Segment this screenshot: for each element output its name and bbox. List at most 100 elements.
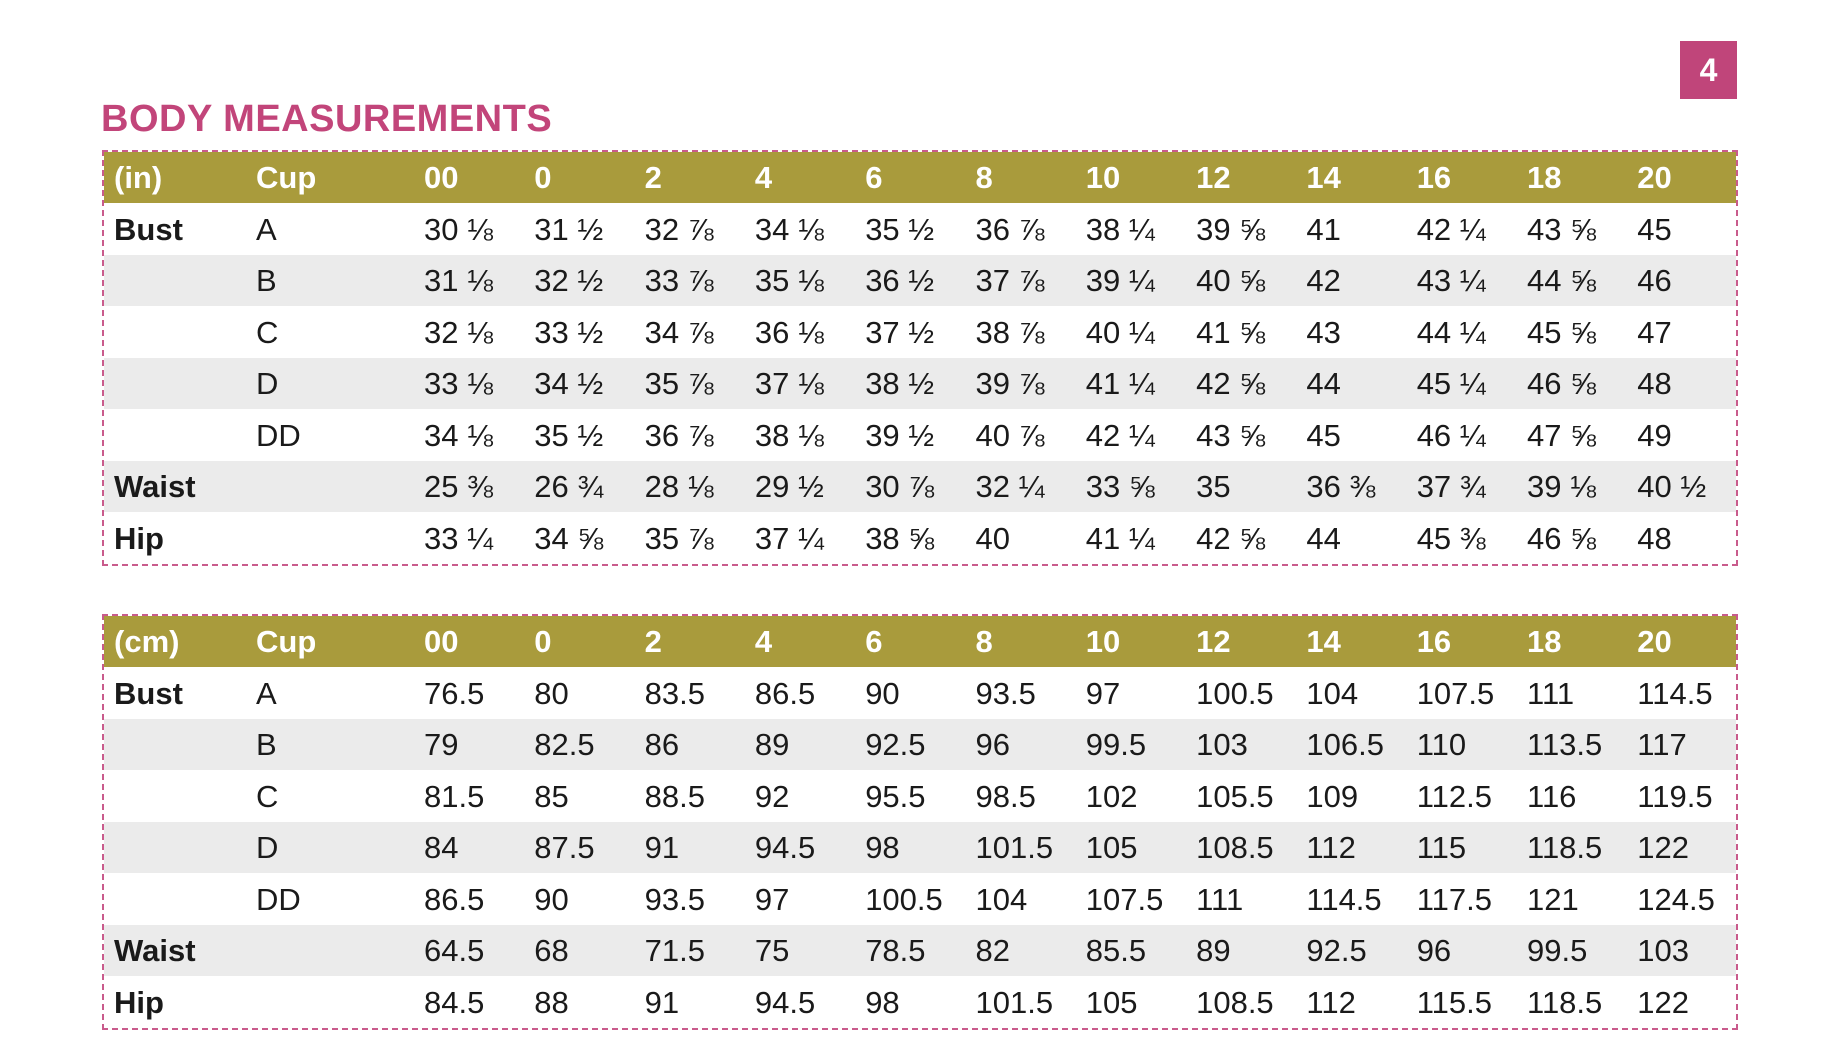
measurement: 41 xyxy=(1306,211,1341,247)
measurement: 42 ¼ xyxy=(1085,417,1155,453)
title: BODY MEASUREMENTS xyxy=(101,98,553,140)
measurement: 45 ⅜ xyxy=(1416,520,1486,556)
measurement: 35 ½ xyxy=(865,211,935,247)
cup-size: B xyxy=(256,727,277,762)
cup-size: A xyxy=(256,675,277,711)
measurement: 44 xyxy=(1306,366,1341,401)
measurement: 94.5 xyxy=(754,830,816,865)
header-cell: 16 xyxy=(1416,160,1452,195)
measurement: 36 ½ xyxy=(865,263,935,298)
measurement: 33 ⅞ xyxy=(644,263,714,298)
measurement: 93.5 xyxy=(975,675,1036,711)
table-row: Hip 84.5 88 91 94.5 98 101.5 105 108.5 112 115.5 11… xyxy=(104,977,1736,1028)
measurement: 115.5 xyxy=(1416,984,1492,1020)
measurement: 91 xyxy=(644,984,680,1020)
measurement: 89 xyxy=(754,727,790,762)
header-cell: 12 xyxy=(1196,624,1231,659)
measurement: 86 xyxy=(644,727,680,762)
measurement: 89 xyxy=(1196,933,1231,968)
measurement: 91 xyxy=(644,830,680,865)
measurement: 87.5 xyxy=(534,830,595,865)
measurement: 42 ⅝ xyxy=(1196,520,1266,556)
measurement: 106.5 xyxy=(1306,727,1384,762)
measurement: 82 xyxy=(975,933,1010,968)
measurement: 46 ⅝ xyxy=(1527,366,1596,401)
measurement: 88.5 xyxy=(644,778,705,814)
measurement: 40 ⅞ xyxy=(975,417,1045,453)
measurement: 90 xyxy=(865,675,900,711)
measurement: 34 ⅛ xyxy=(424,417,493,453)
measurement: 38 ⅞ xyxy=(975,314,1045,350)
measurement: 105 xyxy=(1085,984,1138,1020)
cup-size: D xyxy=(256,830,279,865)
measurement: 35 ⅞ xyxy=(644,366,714,401)
measurement: 49 xyxy=(1637,417,1672,453)
measurement: 68 xyxy=(534,933,569,968)
table-row: Waist 64.5 68 71.5 75 78.5 82 85.5 89 92.5 96 99.5 1… xyxy=(104,925,1736,976)
header-cell: 8 xyxy=(975,160,993,195)
measurement: 45 xyxy=(1637,211,1672,247)
row-label: Bust xyxy=(114,211,183,247)
measurement: 35 ½ xyxy=(534,417,604,453)
measurement: 37 ⅞ xyxy=(975,263,1045,298)
measurement: 39 ⅝ xyxy=(1196,211,1266,247)
header-cell: 4 xyxy=(754,624,773,659)
measurement: 31 ⅛ xyxy=(424,263,493,298)
measurement: 33 ⅛ xyxy=(424,366,493,401)
measurement: 112 xyxy=(1306,830,1356,865)
measurement: 76.5 xyxy=(424,675,485,711)
header-cell: Cup xyxy=(256,160,317,195)
cup-size: DD xyxy=(256,417,301,453)
measurement: 36 ⅜ xyxy=(1306,469,1376,504)
measurement: 81.5 xyxy=(424,778,485,814)
header-cell: 00 xyxy=(424,624,459,659)
measurement: 100.5 xyxy=(865,881,943,917)
measurement: 25 ⅜ xyxy=(424,469,493,504)
header-cell: 2 xyxy=(644,624,662,659)
measurement: 43 xyxy=(1306,314,1341,350)
measurement: 40 ½ xyxy=(1637,469,1707,504)
measurement: 86.5 xyxy=(754,675,816,711)
header-cell: 6 xyxy=(865,160,883,195)
measurement: 31 ½ xyxy=(534,211,604,247)
measurement: 64.5 xyxy=(424,933,485,968)
header-cell: 6 xyxy=(865,624,883,659)
measurement: 111 xyxy=(1527,675,1575,711)
measurement: 84 xyxy=(424,830,459,865)
measurement: 96 xyxy=(975,727,1010,762)
measurement: 46 xyxy=(1637,263,1672,298)
measurement: 42 ¼ xyxy=(1416,211,1486,247)
table-row: DD 34 ⅛ 35 ½ 36 ⅞ 38 ⅛ 39 ½ 40 ⅞ 42 ¼ 43 ⅝ 45 46 ¼… xyxy=(104,410,1736,461)
measurement: 75 xyxy=(754,933,790,968)
measurement: 44 ¼ xyxy=(1416,314,1486,350)
measurement: 35 ⅛ xyxy=(754,263,824,298)
measurement: 112.5 xyxy=(1416,778,1492,814)
header-cell: 0 xyxy=(534,160,552,195)
measurement: 121 xyxy=(1527,881,1579,917)
measurement: 92.5 xyxy=(865,727,926,762)
measurement: 85.5 xyxy=(1085,933,1147,968)
page-number: 4 xyxy=(1680,41,1737,99)
measurement: 110 xyxy=(1416,727,1467,762)
measurement: 88 xyxy=(534,984,569,1020)
measurement: 94.5 xyxy=(754,984,816,1020)
cup-size: DD xyxy=(256,881,301,917)
measurement: 34 ⅞ xyxy=(644,314,714,350)
header-cell: Cup xyxy=(256,624,317,659)
table-row: D 33 ⅛ 34 ½ 35 ⅞ 37 ⅛ 38 ½ 39 ⅞ 41 ¼ 42 ⅝ 44 45 ¼ 4… xyxy=(104,358,1736,409)
row-label: Hip xyxy=(114,984,164,1020)
measurement: 109 xyxy=(1306,778,1359,814)
cup-size: D xyxy=(256,366,279,401)
measurement: 124.5 xyxy=(1637,881,1715,917)
measurement: 118.5 xyxy=(1527,984,1603,1020)
table-row: B 79 82.5 86 89 92.5 96 99.5 103 106.5 110 113.5 117 xyxy=(104,719,1736,770)
header-cell: 18 xyxy=(1527,624,1562,659)
table-row: Hip 33 ¼ 34 ⅝ 35 ⅞ 37 ¼ 38 ⅝ 40 41 ¼ 42 ⅝ 44 45 ⅜ 4… xyxy=(104,513,1736,564)
measurement: 47 ⅝ xyxy=(1527,417,1596,453)
measurement: 92.5 xyxy=(1306,933,1367,968)
measurement: 104 xyxy=(1306,675,1359,711)
measurement: 39 ⅞ xyxy=(975,366,1045,401)
header-row: (in) Cup 00 0 2 4 6 8 10 12 14 16 18 20 xyxy=(104,152,1736,203)
measurement: 98 xyxy=(865,830,900,865)
